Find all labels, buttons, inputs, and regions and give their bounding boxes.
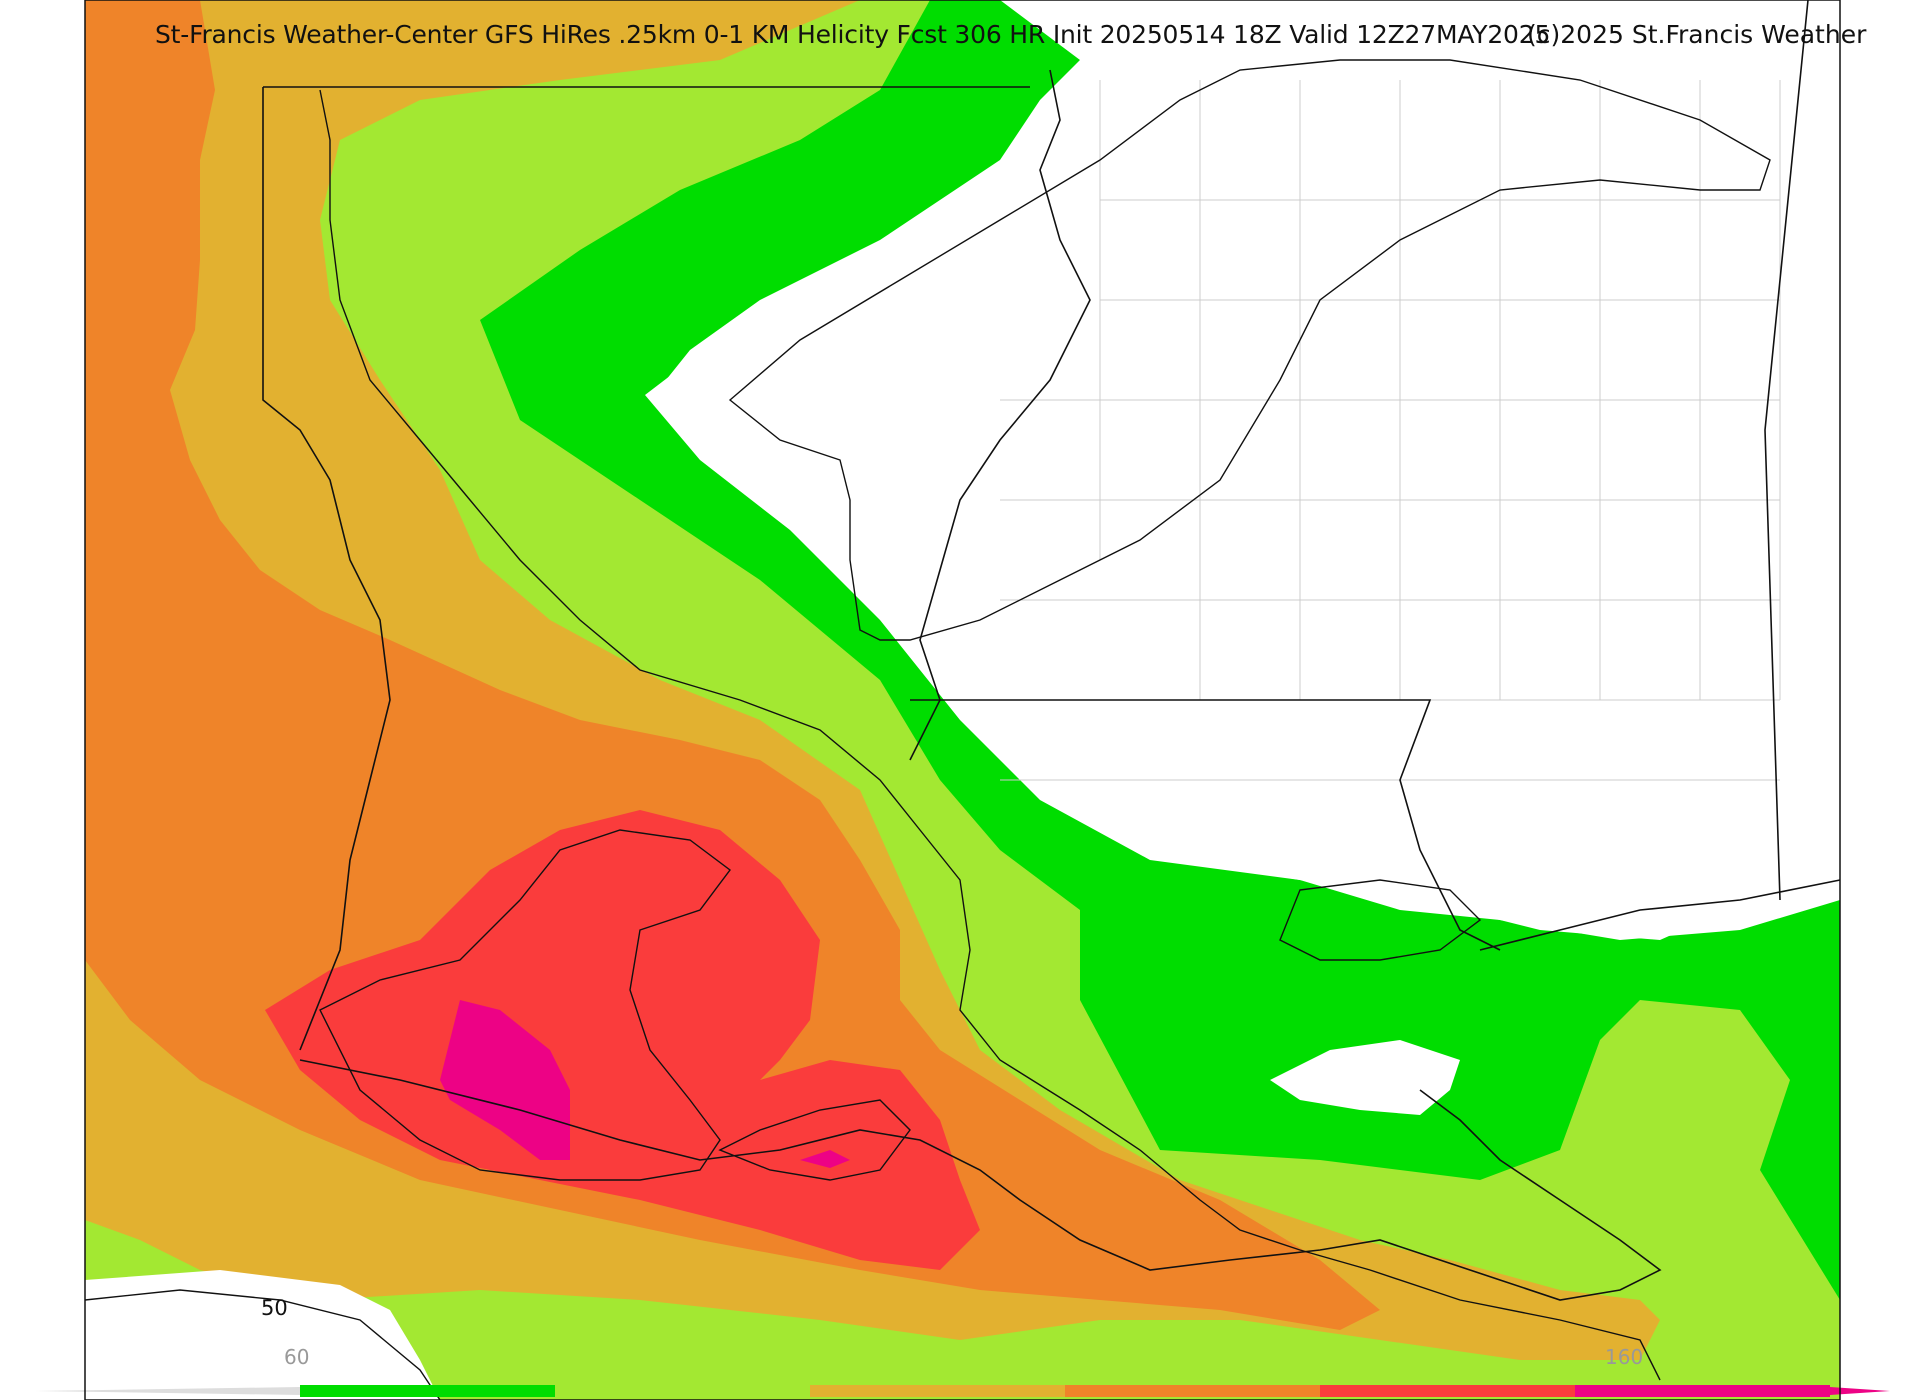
coastline xyxy=(299,1059,1662,1301)
contour-inner-loop xyxy=(319,829,731,1181)
border-horizontal-south xyxy=(910,699,1501,951)
colorbar-segment-3 xyxy=(1065,1385,1320,1397)
white-region-island xyxy=(1270,1040,1460,1115)
colorbar-left-arrow xyxy=(35,1387,300,1395)
band-magenta-small xyxy=(800,1150,850,1168)
map-title: St-Francis Weather-Center GFS HiRes .25k… xyxy=(155,20,1551,49)
contour-east-loop xyxy=(1279,879,1482,961)
colorbar-segment-2 xyxy=(810,1385,1065,1397)
colorbar-tick-60: 60 xyxy=(284,1345,310,1369)
colorbar xyxy=(35,1385,1890,1397)
plot-frame xyxy=(84,0,1841,1400)
contour-label-50: 50 xyxy=(261,1296,288,1320)
helicity-contours xyxy=(84,59,1771,1400)
colorbar-segment-4 xyxy=(1320,1385,1575,1397)
copyright-notice: (c)2025 St.Francis Weather xyxy=(1527,20,1867,49)
coastline-east xyxy=(1479,879,1841,951)
border-river xyxy=(909,69,1091,761)
below-threshold-regions xyxy=(85,0,1840,1400)
colorbar-right-arrow xyxy=(1830,1387,1890,1395)
contour-small-loop xyxy=(718,1099,911,1181)
colorbar-segment-1 xyxy=(555,1385,810,1397)
border-east xyxy=(1764,0,1809,901)
colorbar-segment-5 xyxy=(1575,1385,1830,1397)
state-borders xyxy=(262,0,1841,1301)
contour-north-loop xyxy=(728,59,1771,641)
colorbar-tick-160: 160 xyxy=(1605,1345,1644,1369)
contour-south xyxy=(84,1289,441,1400)
band-magenta xyxy=(440,1000,570,1160)
colorbar-segment-0 xyxy=(300,1385,555,1397)
white-region-northeast xyxy=(650,0,1840,940)
border-west-line xyxy=(262,87,391,1051)
contour-central xyxy=(319,89,1661,1381)
band-red xyxy=(265,810,980,1270)
white-region-southwest xyxy=(85,1270,440,1400)
